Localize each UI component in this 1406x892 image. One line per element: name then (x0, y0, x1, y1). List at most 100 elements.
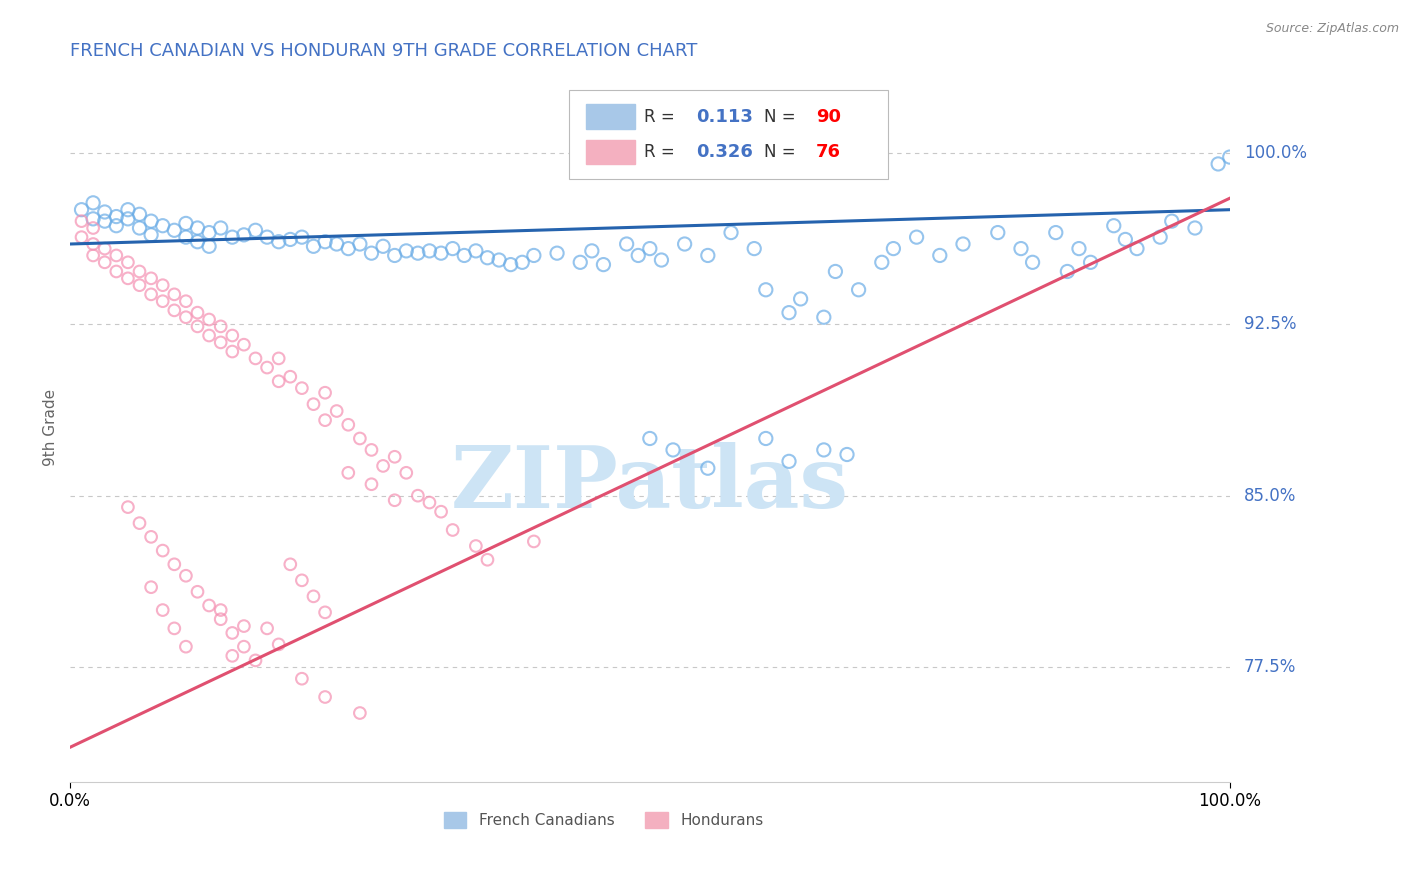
Point (174, 230, 197, 244)
Text: 85.0%: 85.0% (1244, 487, 1296, 505)
Point (139, 271, 162, 285)
Point (198, 312, 221, 326)
Point (430, 505, 453, 519)
Point (82, 195, 104, 210)
Point (163, 223, 186, 237)
Point (267, 351, 290, 366)
Text: R =: R = (644, 108, 681, 126)
Point (117, 500, 139, 515)
Point (70, 214, 93, 228)
Point (638, 432, 661, 446)
Point (638, 242, 661, 256)
Point (1080, 255, 1102, 269)
Text: 90: 90 (815, 108, 841, 126)
Point (186, 235, 208, 249)
Point (314, 690, 336, 704)
Point (616, 237, 638, 252)
Point (186, 584, 208, 599)
Point (314, 413, 336, 427)
Point (82, 237, 104, 252)
Text: 76: 76 (815, 144, 841, 161)
Point (139, 214, 162, 228)
Point (278, 232, 301, 246)
Point (1149, 230, 1171, 244)
Point (163, 558, 186, 572)
Point (221, 344, 243, 359)
Point (232, 227, 254, 242)
Point (592, 258, 614, 272)
Point (360, 442, 382, 457)
Point (291, 230, 314, 244)
Point (209, 221, 232, 235)
Point (128, 207, 150, 221)
Point (117, 271, 139, 285)
Point (952, 237, 974, 252)
Point (314, 385, 336, 400)
Y-axis label: 9th Grade: 9th Grade (44, 389, 58, 466)
Point (186, 221, 208, 235)
Point (453, 248, 475, 262)
Point (384, 450, 406, 464)
Point (824, 264, 846, 278)
Point (82, 248, 104, 262)
Point (1160, 214, 1182, 228)
Point (198, 239, 221, 253)
Point (70, 202, 93, 217)
Point (209, 319, 232, 334)
Point (662, 442, 685, 457)
Point (221, 626, 243, 640)
Legend: French Canadians, Hondurans: French Canadians, Hondurans (437, 806, 769, 834)
Text: N =: N = (763, 108, 800, 126)
Point (1045, 226, 1067, 240)
Point (848, 283, 870, 297)
Point (174, 294, 197, 309)
Point (256, 621, 278, 635)
Point (198, 226, 221, 240)
Point (581, 244, 603, 258)
Point (371, 239, 394, 253)
Point (882, 242, 904, 256)
Text: 0.326: 0.326 (696, 144, 754, 161)
Point (673, 237, 696, 252)
Point (441, 523, 464, 537)
Point (1010, 242, 1032, 256)
Point (360, 477, 382, 491)
Point (256, 360, 278, 375)
Point (152, 278, 174, 293)
Point (186, 306, 208, 320)
Point (105, 264, 128, 278)
Point (152, 219, 174, 233)
Point (696, 461, 718, 475)
Point (174, 640, 197, 654)
Point (1126, 242, 1149, 256)
Point (1219, 150, 1241, 164)
Point (1102, 219, 1125, 233)
Point (139, 530, 162, 544)
Point (325, 237, 347, 252)
Point (314, 235, 336, 249)
Point (82, 221, 104, 235)
Point (174, 568, 197, 582)
Point (163, 287, 186, 301)
Point (117, 202, 139, 217)
Point (430, 246, 453, 260)
Point (488, 253, 510, 268)
Point (117, 255, 139, 269)
Point (267, 637, 290, 651)
Point (360, 246, 382, 260)
Point (1184, 221, 1206, 235)
Point (1114, 232, 1136, 246)
Point (232, 619, 254, 633)
Point (139, 227, 162, 242)
Point (291, 381, 314, 395)
Point (325, 404, 347, 418)
Text: 0.113: 0.113 (696, 108, 754, 126)
Point (198, 328, 221, 343)
Point (349, 706, 371, 720)
Point (778, 454, 800, 468)
Point (813, 310, 835, 325)
Point (627, 248, 650, 262)
Point (371, 458, 394, 473)
Text: Source: ZipAtlas.com: Source: ZipAtlas.com (1265, 22, 1399, 36)
Text: 100.0%: 100.0% (1244, 144, 1306, 161)
